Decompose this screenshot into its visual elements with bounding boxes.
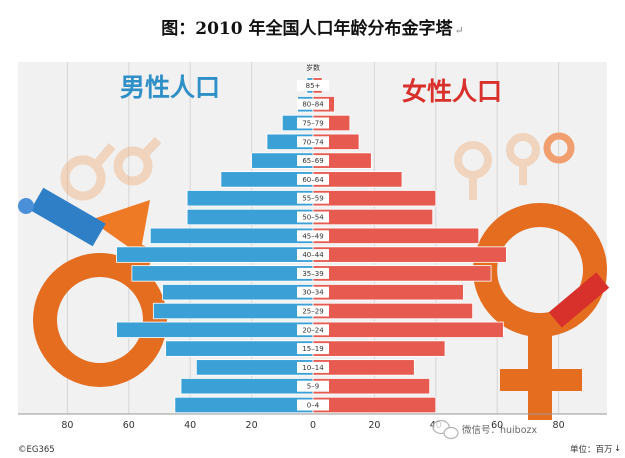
male-series-label: 男性人口 bbox=[120, 73, 220, 102]
male-bar bbox=[162, 284, 314, 301]
age-label: 0–4 bbox=[307, 402, 320, 410]
female-bar bbox=[312, 227, 480, 244]
age-label: 50–54 bbox=[302, 214, 324, 222]
female-bar bbox=[312, 284, 464, 301]
age-label: 15–19 bbox=[302, 345, 323, 353]
age-label-bg bbox=[297, 305, 329, 317]
female-bar bbox=[312, 396, 437, 414]
age-label-bg bbox=[297, 286, 329, 298]
wechat-icon bbox=[432, 419, 459, 440]
x-tick-label: 0 bbox=[310, 420, 316, 431]
age-label-bg bbox=[297, 136, 329, 148]
age-label-bg bbox=[297, 79, 329, 91]
male-bar bbox=[116, 246, 314, 263]
age-label: 70–74 bbox=[302, 138, 324, 146]
age-label: 20–24 bbox=[302, 326, 324, 334]
male-bar bbox=[186, 208, 314, 226]
age-label: 35–39 bbox=[302, 270, 323, 278]
x-tick-label: 80 bbox=[61, 420, 73, 431]
age-label-bg bbox=[297, 324, 329, 336]
male-bar bbox=[186, 190, 314, 207]
age-label: 45–49 bbox=[302, 232, 323, 240]
age-labels: 0–4 5–9 10–14 15–19 20–24 25–29 30–34 35–39 40–4… bbox=[297, 79, 329, 411]
wechat-watermark: 微信号：huibozx bbox=[432, 419, 538, 440]
age-header: 岁数 bbox=[306, 63, 320, 72]
male-symbol-icon bbox=[18, 187, 167, 387]
female-bar bbox=[312, 208, 434, 226]
age-label: 80–84 bbox=[302, 101, 324, 109]
age-label: 75–79 bbox=[302, 120, 323, 128]
age-label-bg bbox=[297, 361, 329, 373]
female-bar bbox=[312, 246, 507, 263]
copyright-text: ©EG365 bbox=[18, 445, 55, 455]
age-label-bg bbox=[297, 155, 329, 167]
x-tick-label: 40 bbox=[184, 420, 196, 431]
x-tick-label: 20 bbox=[368, 420, 380, 431]
age-label-bg bbox=[297, 211, 329, 223]
age-label-bg bbox=[297, 249, 329, 261]
x-tick-label: 60 bbox=[123, 420, 135, 431]
age-label: 60–64 bbox=[302, 176, 324, 184]
age-label: 85+ bbox=[306, 82, 321, 90]
female-series-label: 女性人口 bbox=[402, 77, 502, 106]
age-label-bg bbox=[297, 267, 329, 279]
age-label: 5–9 bbox=[307, 383, 319, 391]
age-label-bg bbox=[297, 98, 329, 110]
age-label: 55–59 bbox=[302, 195, 323, 203]
male-symbol-faded-icon bbox=[60, 136, 162, 201]
male-bar bbox=[131, 265, 314, 282]
age-label-bg bbox=[297, 192, 329, 204]
return-mark-bottom: ↓ bbox=[614, 444, 621, 454]
return-mark: ↵ bbox=[454, 24, 464, 37]
age-label: 40–44 bbox=[302, 251, 324, 259]
age-label-bg bbox=[297, 230, 329, 242]
age-label: 30–34 bbox=[302, 289, 324, 297]
age-label-bg bbox=[297, 380, 329, 392]
female-symbol-faded-icon bbox=[454, 133, 540, 200]
male-bar bbox=[165, 340, 314, 357]
male-bar bbox=[174, 396, 314, 414]
female-bar bbox=[312, 378, 431, 395]
chart-title: 图：2010 年全国人口年龄分布金字塔 ↵ bbox=[161, 19, 464, 39]
age-label: 65–69 bbox=[302, 157, 323, 165]
female-bar bbox=[312, 190, 437, 207]
age-label-bg bbox=[297, 343, 329, 355]
female-bar bbox=[312, 265, 492, 282]
male-bar bbox=[180, 378, 314, 395]
age-label: 10–14 bbox=[302, 364, 324, 372]
x-tick-label: 20 bbox=[246, 420, 258, 431]
watermark-text: 微信号：huibozx bbox=[462, 424, 538, 436]
male-bar bbox=[195, 359, 314, 376]
age-label-bg bbox=[297, 117, 329, 129]
female-bar bbox=[312, 340, 446, 357]
age-label-bg bbox=[297, 399, 329, 411]
x-tick-label: 60 bbox=[491, 420, 503, 431]
female-bar bbox=[312, 302, 474, 320]
male-bar bbox=[152, 302, 314, 320]
unit-label: 单位：百万 bbox=[570, 444, 613, 455]
female-bar bbox=[312, 321, 504, 338]
male-bar bbox=[149, 227, 314, 244]
x-tick-label: 80 bbox=[553, 420, 565, 431]
age-label-bg bbox=[297, 173, 329, 185]
male-bar bbox=[116, 321, 314, 338]
age-label: 25–29 bbox=[302, 308, 323, 316]
